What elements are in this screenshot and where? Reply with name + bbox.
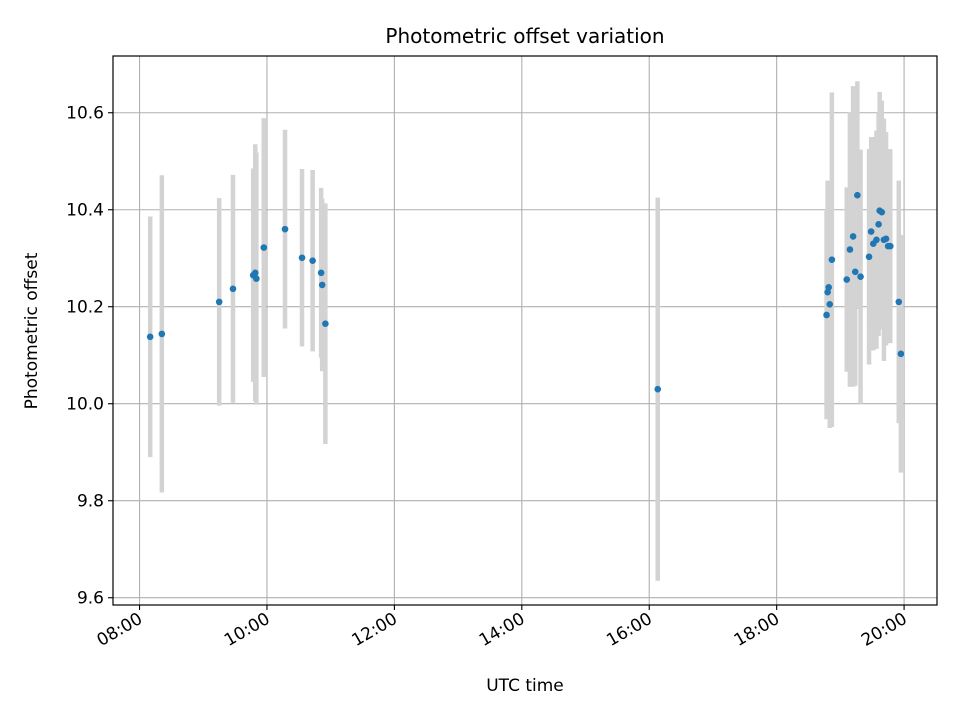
data-point [828,256,836,263]
markers [146,191,905,393]
data-point [158,330,166,338]
data-point [867,228,875,235]
data-point [298,254,306,262]
y-axis-ticks: 9.6 9.8 10.0 10.2 10.4 10.6 [66,104,113,609]
data-point [260,244,268,251]
data-point [846,246,854,253]
data-point [215,298,223,306]
data-point [322,320,329,328]
data-point [318,281,326,289]
x-axis-label: UTC time [486,676,564,696]
data-point [826,301,834,308]
y-tick-label: 10.0 [66,395,104,415]
y-tick-label: 10.4 [66,201,104,221]
data-point [253,275,260,282]
data-point [229,285,237,293]
data-point [873,236,880,244]
y-tick-label: 9.8 [77,492,104,512]
grid [113,56,937,605]
data-point [882,235,890,243]
chart-title: Photometric offset variation [385,24,664,48]
data-point [895,298,903,306]
data-point [849,233,857,240]
data-point [654,385,662,393]
data-point [857,273,864,280]
data-point [146,333,154,341]
data-point [878,208,886,216]
data-point [865,253,873,261]
data-point [875,220,882,228]
data-point [897,350,905,358]
y-tick-label: 9.6 [77,589,104,609]
y-axis-label: Photometric offset [22,252,42,409]
plot-frame [112,55,938,606]
data-point [854,191,861,199]
data-point [317,269,325,277]
y-tick-label: 10.2 [66,298,104,318]
data-point [281,225,289,233]
data-point [851,268,859,276]
y-tick-label: 10.6 [66,104,104,124]
data-point [843,276,851,283]
data-point [825,284,832,291]
data-point [309,257,316,264]
data-point [823,311,830,319]
data-point [886,242,894,250]
data-point [251,269,259,277]
